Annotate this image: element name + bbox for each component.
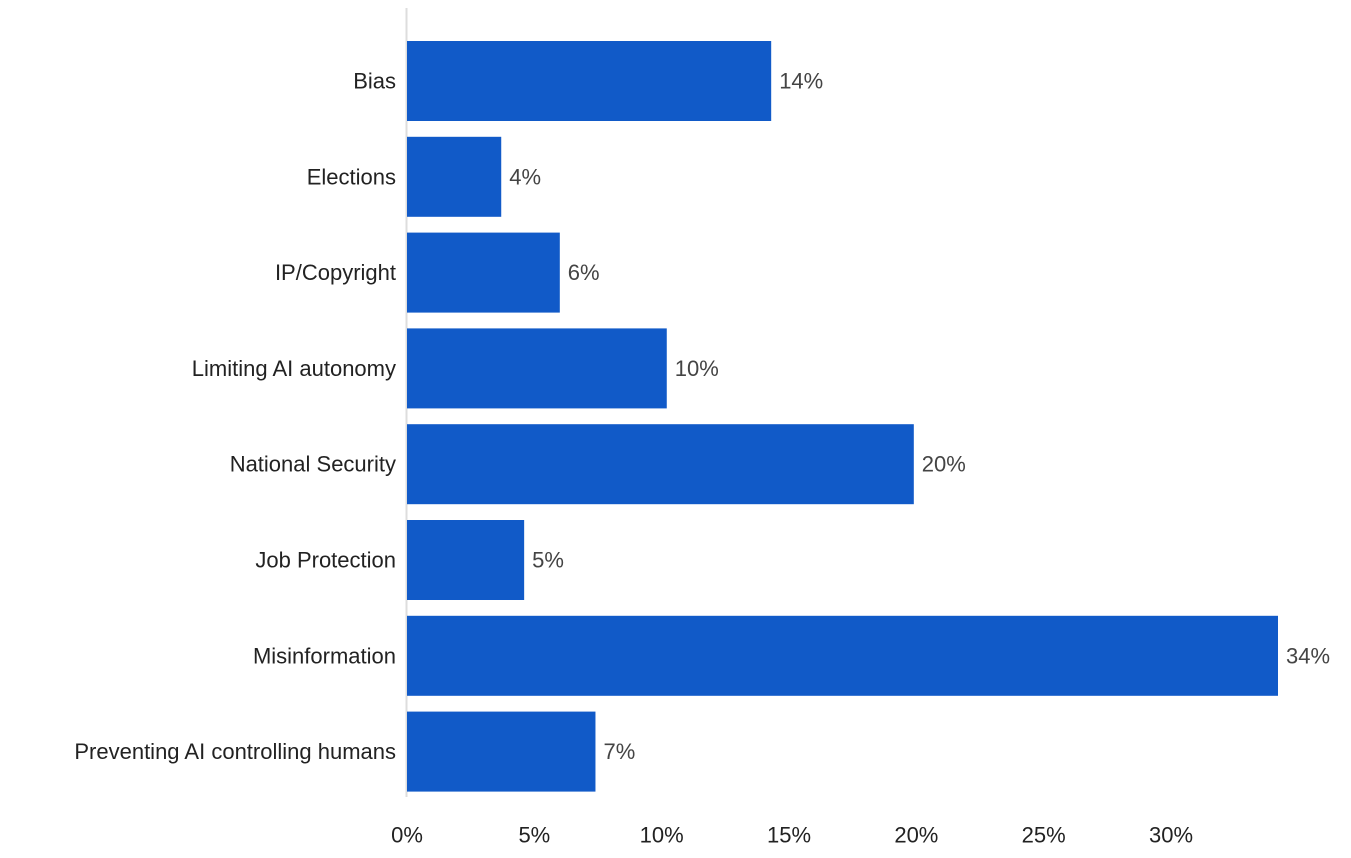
bar-preventing-ai-controlling-humans bbox=[407, 711, 596, 792]
category-label-job-protection: Job Protection bbox=[255, 548, 396, 573]
category-label-ip-copyright: IP/Copyright bbox=[275, 260, 396, 285]
bar-misinformation bbox=[407, 615, 1278, 696]
x-tick-label: 25% bbox=[1022, 823, 1066, 848]
category-label-preventing-ai-controlling-humans: Preventing AI controlling humans bbox=[74, 739, 396, 764]
category-label-national-security: National Security bbox=[230, 452, 396, 477]
category-label-limiting-ai-autonomy: Limiting AI autonomy bbox=[192, 356, 396, 381]
value-label-national-security: 20% bbox=[922, 452, 966, 477]
x-tick-label: 0% bbox=[391, 823, 423, 848]
x-tick-label: 5% bbox=[518, 823, 550, 848]
value-labels-group: 14% 4% 6% 10% 20% 5% 34% 7% bbox=[509, 69, 1330, 765]
value-label-limiting-ai-autonomy: 10% bbox=[675, 356, 719, 381]
x-tick-label: 15% bbox=[767, 823, 811, 848]
x-tick-label: 20% bbox=[894, 823, 938, 848]
bar-national-security bbox=[407, 424, 914, 505]
bar-bias bbox=[407, 41, 772, 121]
category-label-misinformation: Misinformation bbox=[253, 643, 396, 668]
bar-limiting-ai-autonomy bbox=[407, 328, 667, 409]
bar-job-protection bbox=[407, 520, 525, 600]
x-tick-label: 30% bbox=[1149, 823, 1193, 848]
x-tick-labels-group: 0% 5% 10% 15% 20% 25% 30% bbox=[391, 823, 1193, 848]
value-label-ip-copyright: 6% bbox=[568, 260, 600, 285]
bars-group bbox=[407, 41, 1278, 792]
value-label-job-protection: 5% bbox=[532, 548, 564, 573]
category-labels-group: Bias Elections IP/Copyright Limiting AI aut… bbox=[74, 69, 396, 765]
value-label-bias: 14% bbox=[779, 69, 823, 94]
bar-elections bbox=[407, 136, 502, 217]
value-label-misinformation: 34% bbox=[1286, 643, 1330, 668]
value-label-elections: 4% bbox=[509, 164, 541, 189]
category-label-bias: Bias bbox=[353, 69, 396, 94]
x-tick-label: 10% bbox=[640, 823, 684, 848]
value-label-preventing-ai-controlling-humans: 7% bbox=[603, 739, 635, 764]
bar-ip-copyright bbox=[407, 232, 560, 313]
category-label-elections: Elections bbox=[307, 164, 396, 189]
